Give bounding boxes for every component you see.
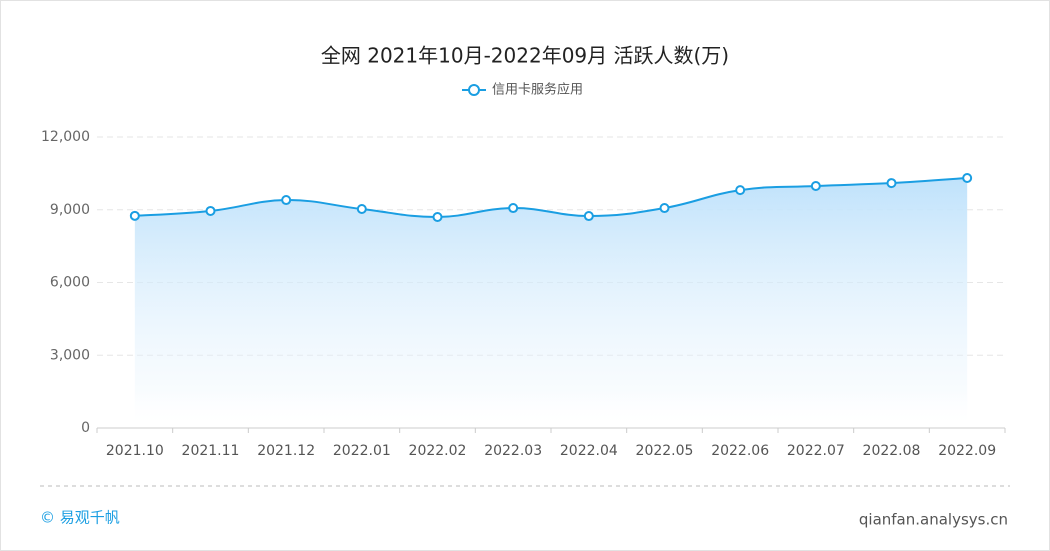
chart-title: 全网 2021年10月-2022年09月 活跃人数(万) bbox=[321, 44, 729, 68]
x-tick-label: 2022.01 bbox=[333, 443, 391, 459]
legend-marker bbox=[468, 84, 480, 96]
point bbox=[659, 203, 670, 214]
copyright: © 易观千帆 bbox=[40, 509, 120, 527]
x-tick-label: 2021.12 bbox=[257, 443, 315, 459]
y-tick-label: 0 bbox=[81, 420, 90, 436]
y-tick-label: 12,000 bbox=[41, 129, 90, 145]
legend-label: 信用卡服务应用 bbox=[492, 82, 583, 98]
area bbox=[134, 177, 968, 428]
point bbox=[129, 210, 140, 221]
point bbox=[356, 204, 367, 215]
x-tick-label: 2022.03 bbox=[484, 443, 542, 459]
y-tick-label: 3,000 bbox=[50, 347, 90, 363]
point bbox=[508, 203, 519, 214]
x-tick-label: 2022.05 bbox=[636, 443, 694, 459]
point bbox=[583, 211, 594, 222]
point bbox=[281, 195, 292, 206]
y-tick-label: 9,000 bbox=[50, 202, 90, 218]
x-tick-label: 2022.08 bbox=[863, 443, 921, 459]
line bbox=[134, 176, 968, 219]
point bbox=[432, 212, 443, 223]
point bbox=[962, 172, 973, 183]
x-tick-label: 2021.11 bbox=[182, 443, 240, 459]
y-tick-label: 6,000 bbox=[50, 275, 90, 291]
x-tick-label: 2022.04 bbox=[560, 443, 618, 459]
x-tick-label: 2022.02 bbox=[409, 443, 467, 459]
point bbox=[810, 180, 821, 191]
x-tick-label: 2022.09 bbox=[938, 443, 996, 459]
point bbox=[205, 205, 216, 216]
x-tick-label: 2021.10 bbox=[106, 443, 164, 459]
point bbox=[735, 185, 746, 196]
x-tick-label: 2022.06 bbox=[711, 443, 769, 459]
point bbox=[886, 178, 897, 189]
source: qianfan.analysys.cn bbox=[859, 511, 1008, 529]
x-tick-label: 2022.07 bbox=[787, 443, 845, 459]
